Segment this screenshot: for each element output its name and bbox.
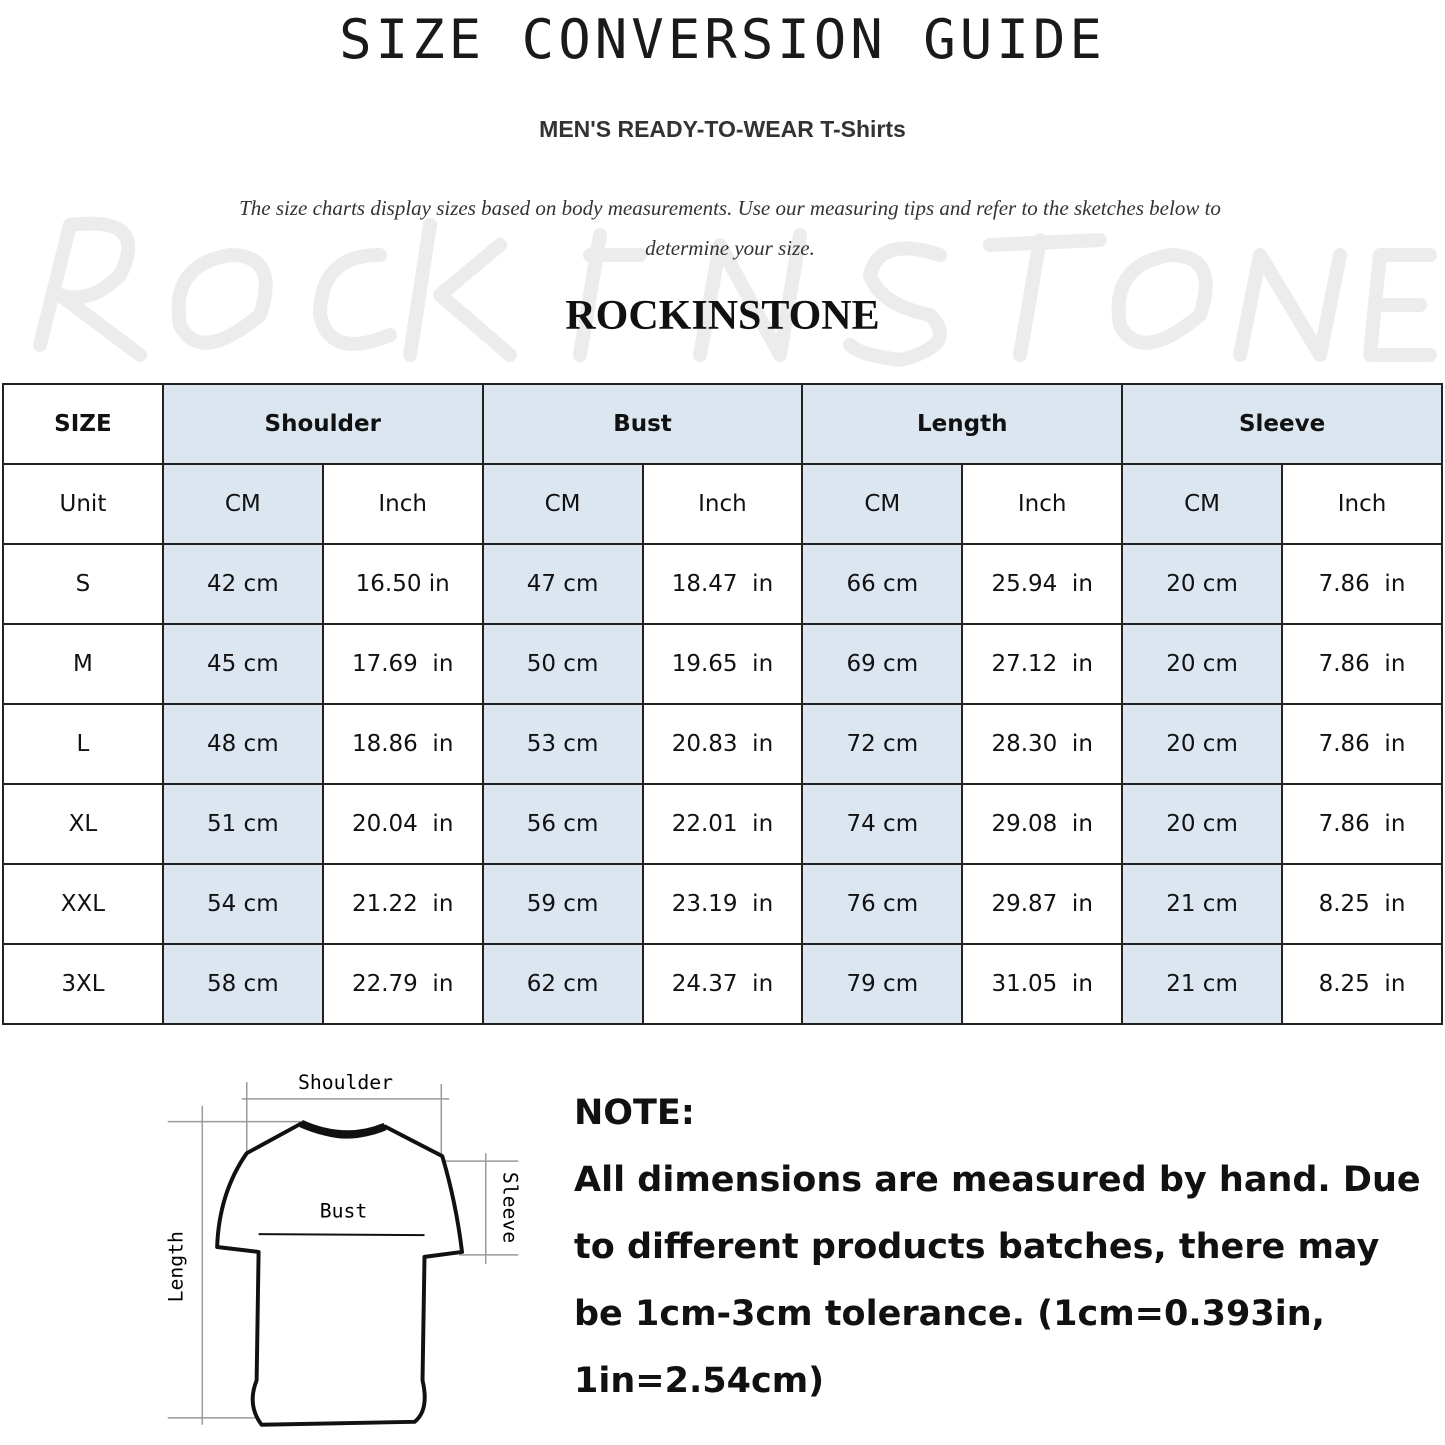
unit-row: Unit CM Inch CM Inch CM Inch CM Inch xyxy=(2,463,1443,545)
sketch-length-label: Length xyxy=(165,1231,188,1302)
size-table: SIZE Shoulder Bust Length Sleeve Unit CM… xyxy=(2,383,1443,1025)
table-row: XXL 54 cm 21.22 in 59 cm 23.19 in 76 cm 29.87 … xyxy=(2,863,1443,945)
size-cell: XL xyxy=(2,783,164,865)
value-cell: 45 cm xyxy=(161,623,324,705)
value-cell: 20 cm xyxy=(1121,623,1283,705)
value-cell: 20 cm xyxy=(1121,703,1283,785)
value-cell: 25.94 in xyxy=(961,543,1124,625)
value-cell: 21 cm xyxy=(1121,863,1283,945)
unit-cm: CM xyxy=(161,463,324,545)
table-row: S 42 cm 16.50 in 47 cm 18.47 in 66 cm 25.94 in… xyxy=(2,543,1443,625)
value-cell: 20.83 in xyxy=(641,703,804,785)
size-cell: XXL xyxy=(2,863,164,945)
size-cell: 3XL xyxy=(2,943,164,1025)
sketch-sleeve-label: Sleeve xyxy=(499,1172,522,1243)
value-cell: 69 cm xyxy=(801,623,964,705)
value-cell: 28.30 in xyxy=(961,703,1124,785)
table-row: M 45 cm 17.69 in 50 cm 19.65 in 69 cm 27.12 in… xyxy=(2,623,1443,705)
value-cell: 17.69 in xyxy=(321,623,484,705)
value-cell: 20 cm xyxy=(1121,543,1283,625)
tshirt-sketch: Shoulder Bust Sleeve Length xyxy=(165,1071,522,1427)
description: The size charts display sizes based on b… xyxy=(239,196,1221,260)
value-cell: 42 cm xyxy=(161,543,324,625)
value-cell: 7.86 in xyxy=(1281,623,1443,705)
size-cell: L xyxy=(2,703,164,785)
unit-cm: CM xyxy=(481,463,644,545)
unit-label: Unit xyxy=(2,463,164,545)
note-body: All dimensions are measured by hand. Due… xyxy=(574,1160,1421,1401)
value-cell: 19.65 in xyxy=(641,623,804,705)
watermark-logo xyxy=(33,216,1437,367)
table-row: XL 51 cm 20.04 in 56 cm 22.01 in 74 cm 29.08 i… xyxy=(2,783,1443,865)
value-cell: 22.01 in xyxy=(641,783,804,865)
value-cell: 27.12 in xyxy=(961,623,1124,705)
value-cell: 29.08 in xyxy=(961,783,1124,865)
value-cell: 21 cm xyxy=(1121,943,1283,1025)
value-cell: 72 cm xyxy=(801,703,964,785)
value-cell: 7.86 in xyxy=(1281,783,1443,865)
value-cell: 56 cm xyxy=(481,783,644,865)
value-cell: 8.25 in xyxy=(1281,863,1443,945)
group-length: Length xyxy=(801,383,1124,465)
value-cell: 21.22 in xyxy=(321,863,484,945)
value-cell: 8.25 in xyxy=(1281,943,1443,1025)
note-heading: NOTE: xyxy=(574,1093,695,1133)
brand-name: ROCKINSTONE xyxy=(565,293,880,339)
unit-inch: Inch xyxy=(961,463,1124,545)
value-cell: 48 cm xyxy=(161,703,324,785)
value-cell: 24.37 in xyxy=(641,943,804,1025)
value-cell: 23.19 in xyxy=(641,863,804,945)
group-shoulder: Shoulder xyxy=(161,383,484,465)
value-cell: 74 cm xyxy=(801,783,964,865)
unit-inch: Inch xyxy=(321,463,484,545)
value-cell: 16.50 in xyxy=(321,543,484,625)
note: NOTE: All dimensions are measured by han… xyxy=(574,1080,1434,1415)
value-cell: 7.86 in xyxy=(1281,703,1443,785)
value-cell: 51 cm xyxy=(161,783,324,865)
value-cell: 31.05 in xyxy=(961,943,1124,1025)
table-row: 3XL 58 cm 22.79 in 62 cm 24.37 in 79 cm 31.05 … xyxy=(2,943,1443,1025)
value-cell: 18.86 in xyxy=(321,703,484,785)
sketch-bust-label: Bust xyxy=(320,1199,368,1222)
value-cell: 20.04 in xyxy=(321,783,484,865)
subtitle: MEN'S READY-TO-WEAR T-Shirts xyxy=(539,116,906,142)
value-cell: 18.47 in xyxy=(641,543,804,625)
value-cell: 76 cm xyxy=(801,863,964,945)
group-header-row: SIZE Shoulder Bust Length Sleeve xyxy=(2,383,1443,465)
unit-inch: Inch xyxy=(1281,463,1443,545)
group-bust: Bust xyxy=(481,383,804,465)
value-cell: 22.79 in xyxy=(321,943,484,1025)
sketch-shoulder-label: Shoulder xyxy=(298,1071,393,1094)
size-cell: S xyxy=(2,543,164,625)
unit-cm: CM xyxy=(801,463,964,545)
value-cell: 29.87 in xyxy=(961,863,1124,945)
table-row: L 48 cm 18.86 in 53 cm 20.83 in 72 cm 28.30 in… xyxy=(2,703,1443,785)
value-cell: 59 cm xyxy=(481,863,644,945)
value-cell: 50 cm xyxy=(481,623,644,705)
value-cell: 7.86 in xyxy=(1281,543,1443,625)
unit-inch: Inch xyxy=(641,463,804,545)
value-cell: 62 cm xyxy=(481,943,644,1025)
value-cell: 58 cm xyxy=(161,943,324,1025)
size-header: SIZE xyxy=(2,383,164,465)
group-sleeve: Sleeve xyxy=(1121,383,1443,465)
value-cell: 20 cm xyxy=(1121,783,1283,865)
value-cell: 53 cm xyxy=(481,703,644,785)
value-cell: 66 cm xyxy=(801,543,964,625)
size-cell: M xyxy=(2,623,164,705)
unit-cm: CM xyxy=(1121,463,1283,545)
value-cell: 47 cm xyxy=(481,543,644,625)
value-cell: 79 cm xyxy=(801,943,964,1025)
page-title: SIZE CONVERSION GUIDE xyxy=(339,8,1106,71)
value-cell: 54 cm xyxy=(161,863,324,945)
